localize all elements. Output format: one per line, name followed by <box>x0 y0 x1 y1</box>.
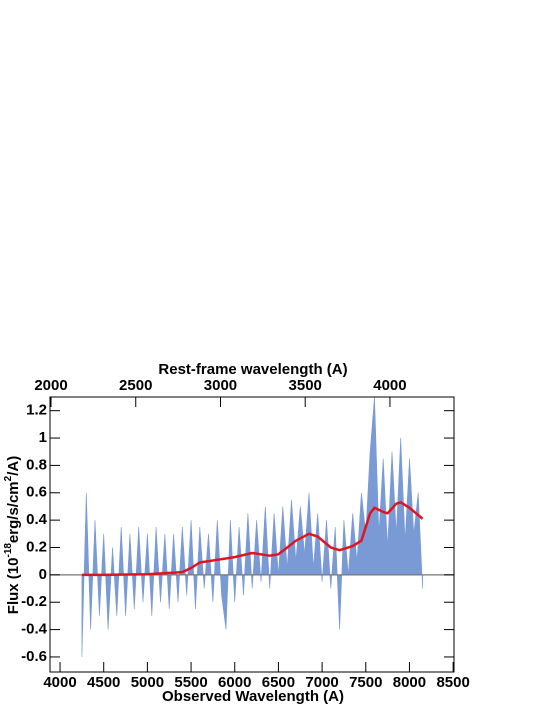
plot-frame <box>49 396 455 673</box>
x-tick-label: 7500 <box>349 674 382 691</box>
x-tick-label: 6000 <box>218 674 251 691</box>
y-tick-label: 1 <box>39 429 47 446</box>
x-tick-label: 8500 <box>436 674 469 691</box>
smoothed-line <box>81 501 424 577</box>
y-tick-label: 0 <box>39 566 47 583</box>
x2-tick-label: 3000 <box>204 377 237 394</box>
x-tick-label: 5000 <box>131 674 164 691</box>
y-axis-label-part: 2 <box>3 475 14 481</box>
y-tick-label: 1.2 <box>26 402 47 419</box>
x-tick-label: 5500 <box>174 674 207 691</box>
y-axis-label: Flux (10-18erg/s/cm2/A) <box>3 456 22 614</box>
y-tick-label: 0.2 <box>26 538 47 555</box>
y-tick-label: 0.4 <box>26 511 48 528</box>
y-tick-label: -0.6 <box>21 648 47 665</box>
y-tick-label: 0.8 <box>26 456 47 473</box>
spectrum-area <box>81 396 423 658</box>
y-tick-label: 0.6 <box>26 484 47 501</box>
y-axis-label-part: erg/s/cm <box>5 481 22 543</box>
y-axis-label-part: Flux (10 <box>5 558 22 615</box>
x2-tick-label: 3500 <box>289 377 322 394</box>
x2-axis-label: Rest-frame wavelength (A) <box>158 361 347 378</box>
x-tick-label: 4500 <box>87 674 120 691</box>
x-tick-label: 6500 <box>262 674 295 691</box>
x-axis-label: Observed Wavelength (A) <box>162 688 344 705</box>
x-tick-label: 7000 <box>305 674 338 691</box>
y-tick-label: -0.4 <box>21 621 48 638</box>
x2-tick-label: 2000 <box>34 377 67 394</box>
x2-tick-label: 4000 <box>373 377 406 394</box>
y-tick-label: -0.2 <box>21 593 47 610</box>
x-tick-label: 4000 <box>43 674 76 691</box>
x2-tick-label: 2500 <box>119 377 152 394</box>
y-axis-label-part: -18 <box>3 543 14 558</box>
x-tick-label: 8000 <box>393 674 426 691</box>
y-axis-label-part: /A) <box>5 456 22 476</box>
